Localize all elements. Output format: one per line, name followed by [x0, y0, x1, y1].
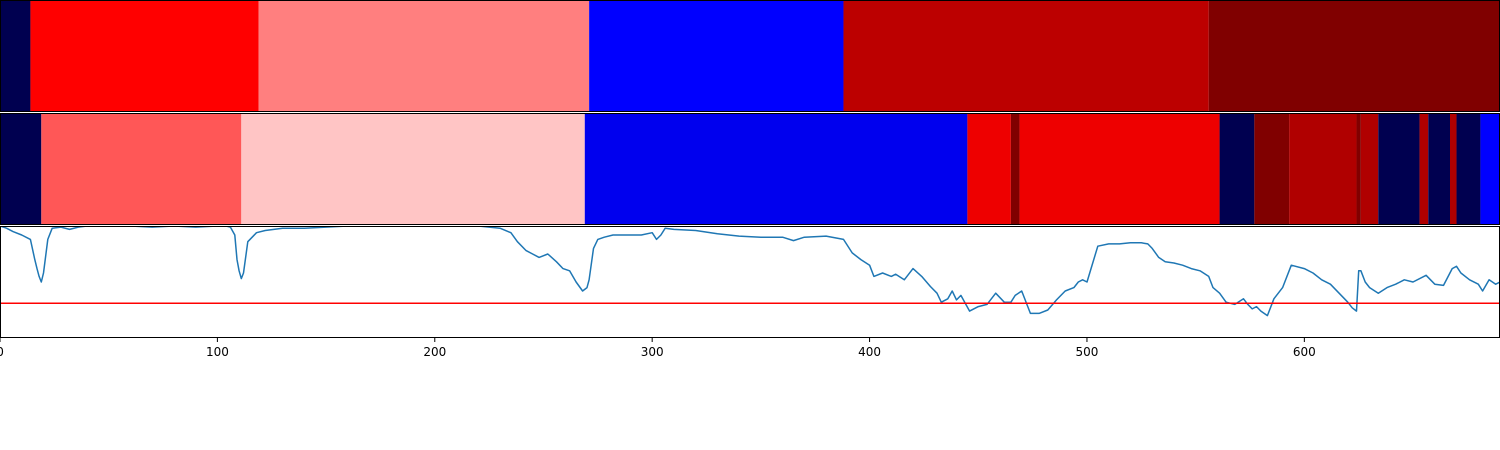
x-tick-label: 100 — [206, 345, 229, 359]
segment-2-16 — [1456, 113, 1481, 225]
x-tick-label: 300 — [641, 345, 664, 359]
segment-2-14 — [1428, 113, 1450, 225]
segment-2-6 — [1019, 113, 1220, 225]
x-tick-label: 200 — [423, 345, 446, 359]
segment-2-8 — [1254, 113, 1290, 225]
segment-2-15 — [1450, 113, 1457, 225]
segment-2-17 — [1480, 113, 1500, 225]
segment-2-13 — [1419, 113, 1429, 225]
segment-2-12 — [1378, 113, 1420, 225]
x-tick-label: 500 — [1076, 345, 1099, 359]
segment-2-1 — [41, 113, 242, 225]
segment-1-3 — [589, 0, 844, 112]
segment-2-10 — [1356, 113, 1361, 225]
segment-2-9 — [1289, 113, 1357, 225]
segment-1-4 — [843, 0, 1209, 112]
segment-1-5 — [1208, 0, 1500, 112]
segment-2-2 — [241, 113, 585, 225]
segment-1-1 — [30, 0, 259, 112]
signal-line-panel — [0, 226, 1500, 317]
signal-line — [0, 226, 1500, 317]
x-tick-label: 600 — [1293, 345, 1316, 359]
segment-1-0 — [0, 0, 31, 112]
segmentation-row-1 — [0, 0, 1500, 112]
segmentation-row-2 — [0, 113, 1500, 225]
panel-frame-3 — [0, 226, 1500, 338]
segment-2-0 — [0, 113, 42, 225]
segment-1-2 — [258, 0, 590, 112]
segment-2-11 — [1360, 113, 1379, 225]
segment-2-7 — [1219, 113, 1255, 225]
x-tick-label: 0 — [0, 345, 4, 359]
x-tick-label: 400 — [858, 345, 881, 359]
segment-2-5 — [1010, 113, 1020, 225]
x-axis: 0 100 200 300 400 500 600 — [0, 338, 1316, 359]
segment-2-4 — [967, 113, 1011, 225]
segment-2-3 — [584, 113, 968, 225]
